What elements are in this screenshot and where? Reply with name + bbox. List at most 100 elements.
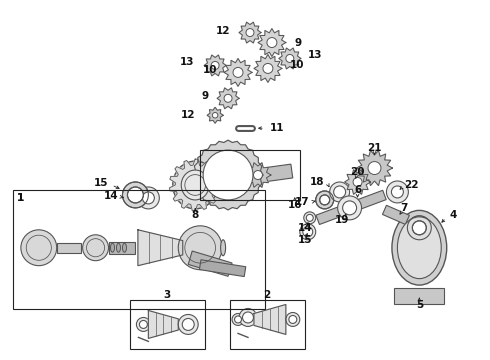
Text: 8: 8: [192, 210, 199, 220]
Polygon shape: [224, 58, 252, 86]
Circle shape: [140, 320, 147, 328]
Text: 19: 19: [335, 215, 349, 225]
Circle shape: [338, 196, 362, 220]
Circle shape: [127, 187, 144, 203]
Circle shape: [212, 113, 218, 118]
Polygon shape: [217, 88, 239, 109]
Circle shape: [143, 192, 154, 204]
Text: 14: 14: [104, 191, 119, 201]
Bar: [200, 150, 300, 200]
Polygon shape: [344, 170, 370, 194]
Ellipse shape: [220, 240, 225, 256]
Circle shape: [263, 63, 273, 73]
Text: 20: 20: [350, 167, 365, 177]
Circle shape: [203, 150, 253, 200]
Circle shape: [303, 227, 313, 237]
Circle shape: [407, 216, 431, 240]
Circle shape: [304, 212, 316, 224]
Circle shape: [239, 309, 257, 327]
Ellipse shape: [111, 243, 115, 252]
Circle shape: [122, 182, 148, 208]
Circle shape: [83, 235, 108, 261]
Text: 4: 4: [449, 210, 457, 220]
Text: 15: 15: [94, 178, 108, 188]
Bar: [230, 300, 305, 349]
Circle shape: [413, 221, 426, 235]
Circle shape: [316, 191, 334, 209]
Circle shape: [178, 226, 222, 270]
Text: 11: 11: [270, 123, 284, 133]
Text: 12: 12: [216, 26, 230, 36]
Bar: [130, 300, 205, 349]
Polygon shape: [188, 251, 232, 276]
Polygon shape: [170, 159, 221, 211]
Polygon shape: [254, 54, 282, 82]
Text: 15: 15: [297, 235, 312, 245]
Circle shape: [387, 181, 408, 203]
Text: 10: 10: [202, 66, 217, 76]
Circle shape: [136, 318, 150, 332]
Circle shape: [286, 312, 300, 327]
Text: 1: 1: [17, 193, 24, 203]
Circle shape: [334, 186, 345, 198]
Polygon shape: [57, 243, 81, 253]
Ellipse shape: [392, 210, 447, 285]
Polygon shape: [207, 107, 223, 123]
Text: 22: 22: [404, 180, 419, 190]
Ellipse shape: [181, 170, 209, 200]
Circle shape: [306, 214, 313, 221]
Polygon shape: [357, 150, 392, 185]
Circle shape: [392, 186, 403, 198]
Polygon shape: [199, 260, 246, 276]
Text: 5: 5: [416, 300, 423, 310]
Text: 9: 9: [295, 37, 302, 48]
Ellipse shape: [117, 243, 121, 252]
Polygon shape: [258, 28, 286, 57]
Circle shape: [353, 177, 362, 186]
Polygon shape: [383, 205, 409, 224]
Polygon shape: [316, 190, 386, 225]
Circle shape: [137, 187, 159, 209]
Text: 3: 3: [164, 289, 171, 300]
Text: 6: 6: [354, 185, 361, 195]
Text: 9: 9: [201, 91, 208, 101]
Circle shape: [286, 54, 294, 62]
Text: 13: 13: [180, 58, 194, 67]
Text: 21: 21: [367, 143, 382, 153]
Text: 17: 17: [295, 197, 310, 207]
Polygon shape: [204, 55, 226, 76]
Circle shape: [246, 28, 254, 37]
Circle shape: [224, 94, 232, 102]
Polygon shape: [254, 305, 286, 334]
Circle shape: [343, 201, 357, 215]
Circle shape: [319, 195, 330, 205]
Text: 16: 16: [288, 200, 302, 210]
Circle shape: [211, 62, 219, 69]
Polygon shape: [279, 48, 301, 69]
Text: 2: 2: [263, 289, 270, 300]
Circle shape: [243, 312, 253, 323]
Polygon shape: [108, 242, 135, 254]
Circle shape: [300, 224, 316, 240]
Circle shape: [182, 319, 194, 330]
Text: 13: 13: [308, 50, 322, 60]
Text: 7: 7: [401, 203, 408, 213]
Circle shape: [178, 315, 198, 334]
Text: 14: 14: [297, 223, 312, 233]
Circle shape: [330, 182, 349, 202]
Text: 1: 1: [17, 193, 24, 203]
Text: 10: 10: [290, 60, 304, 71]
Circle shape: [289, 315, 297, 323]
Circle shape: [235, 316, 242, 323]
Circle shape: [267, 37, 277, 48]
Circle shape: [253, 171, 263, 180]
Polygon shape: [262, 164, 293, 182]
Circle shape: [368, 162, 381, 175]
Ellipse shape: [122, 243, 126, 252]
Polygon shape: [245, 163, 271, 187]
Bar: [13, 190, 265, 310]
Polygon shape: [239, 22, 261, 43]
Circle shape: [21, 230, 57, 266]
Polygon shape: [138, 230, 183, 266]
Ellipse shape: [397, 217, 441, 279]
